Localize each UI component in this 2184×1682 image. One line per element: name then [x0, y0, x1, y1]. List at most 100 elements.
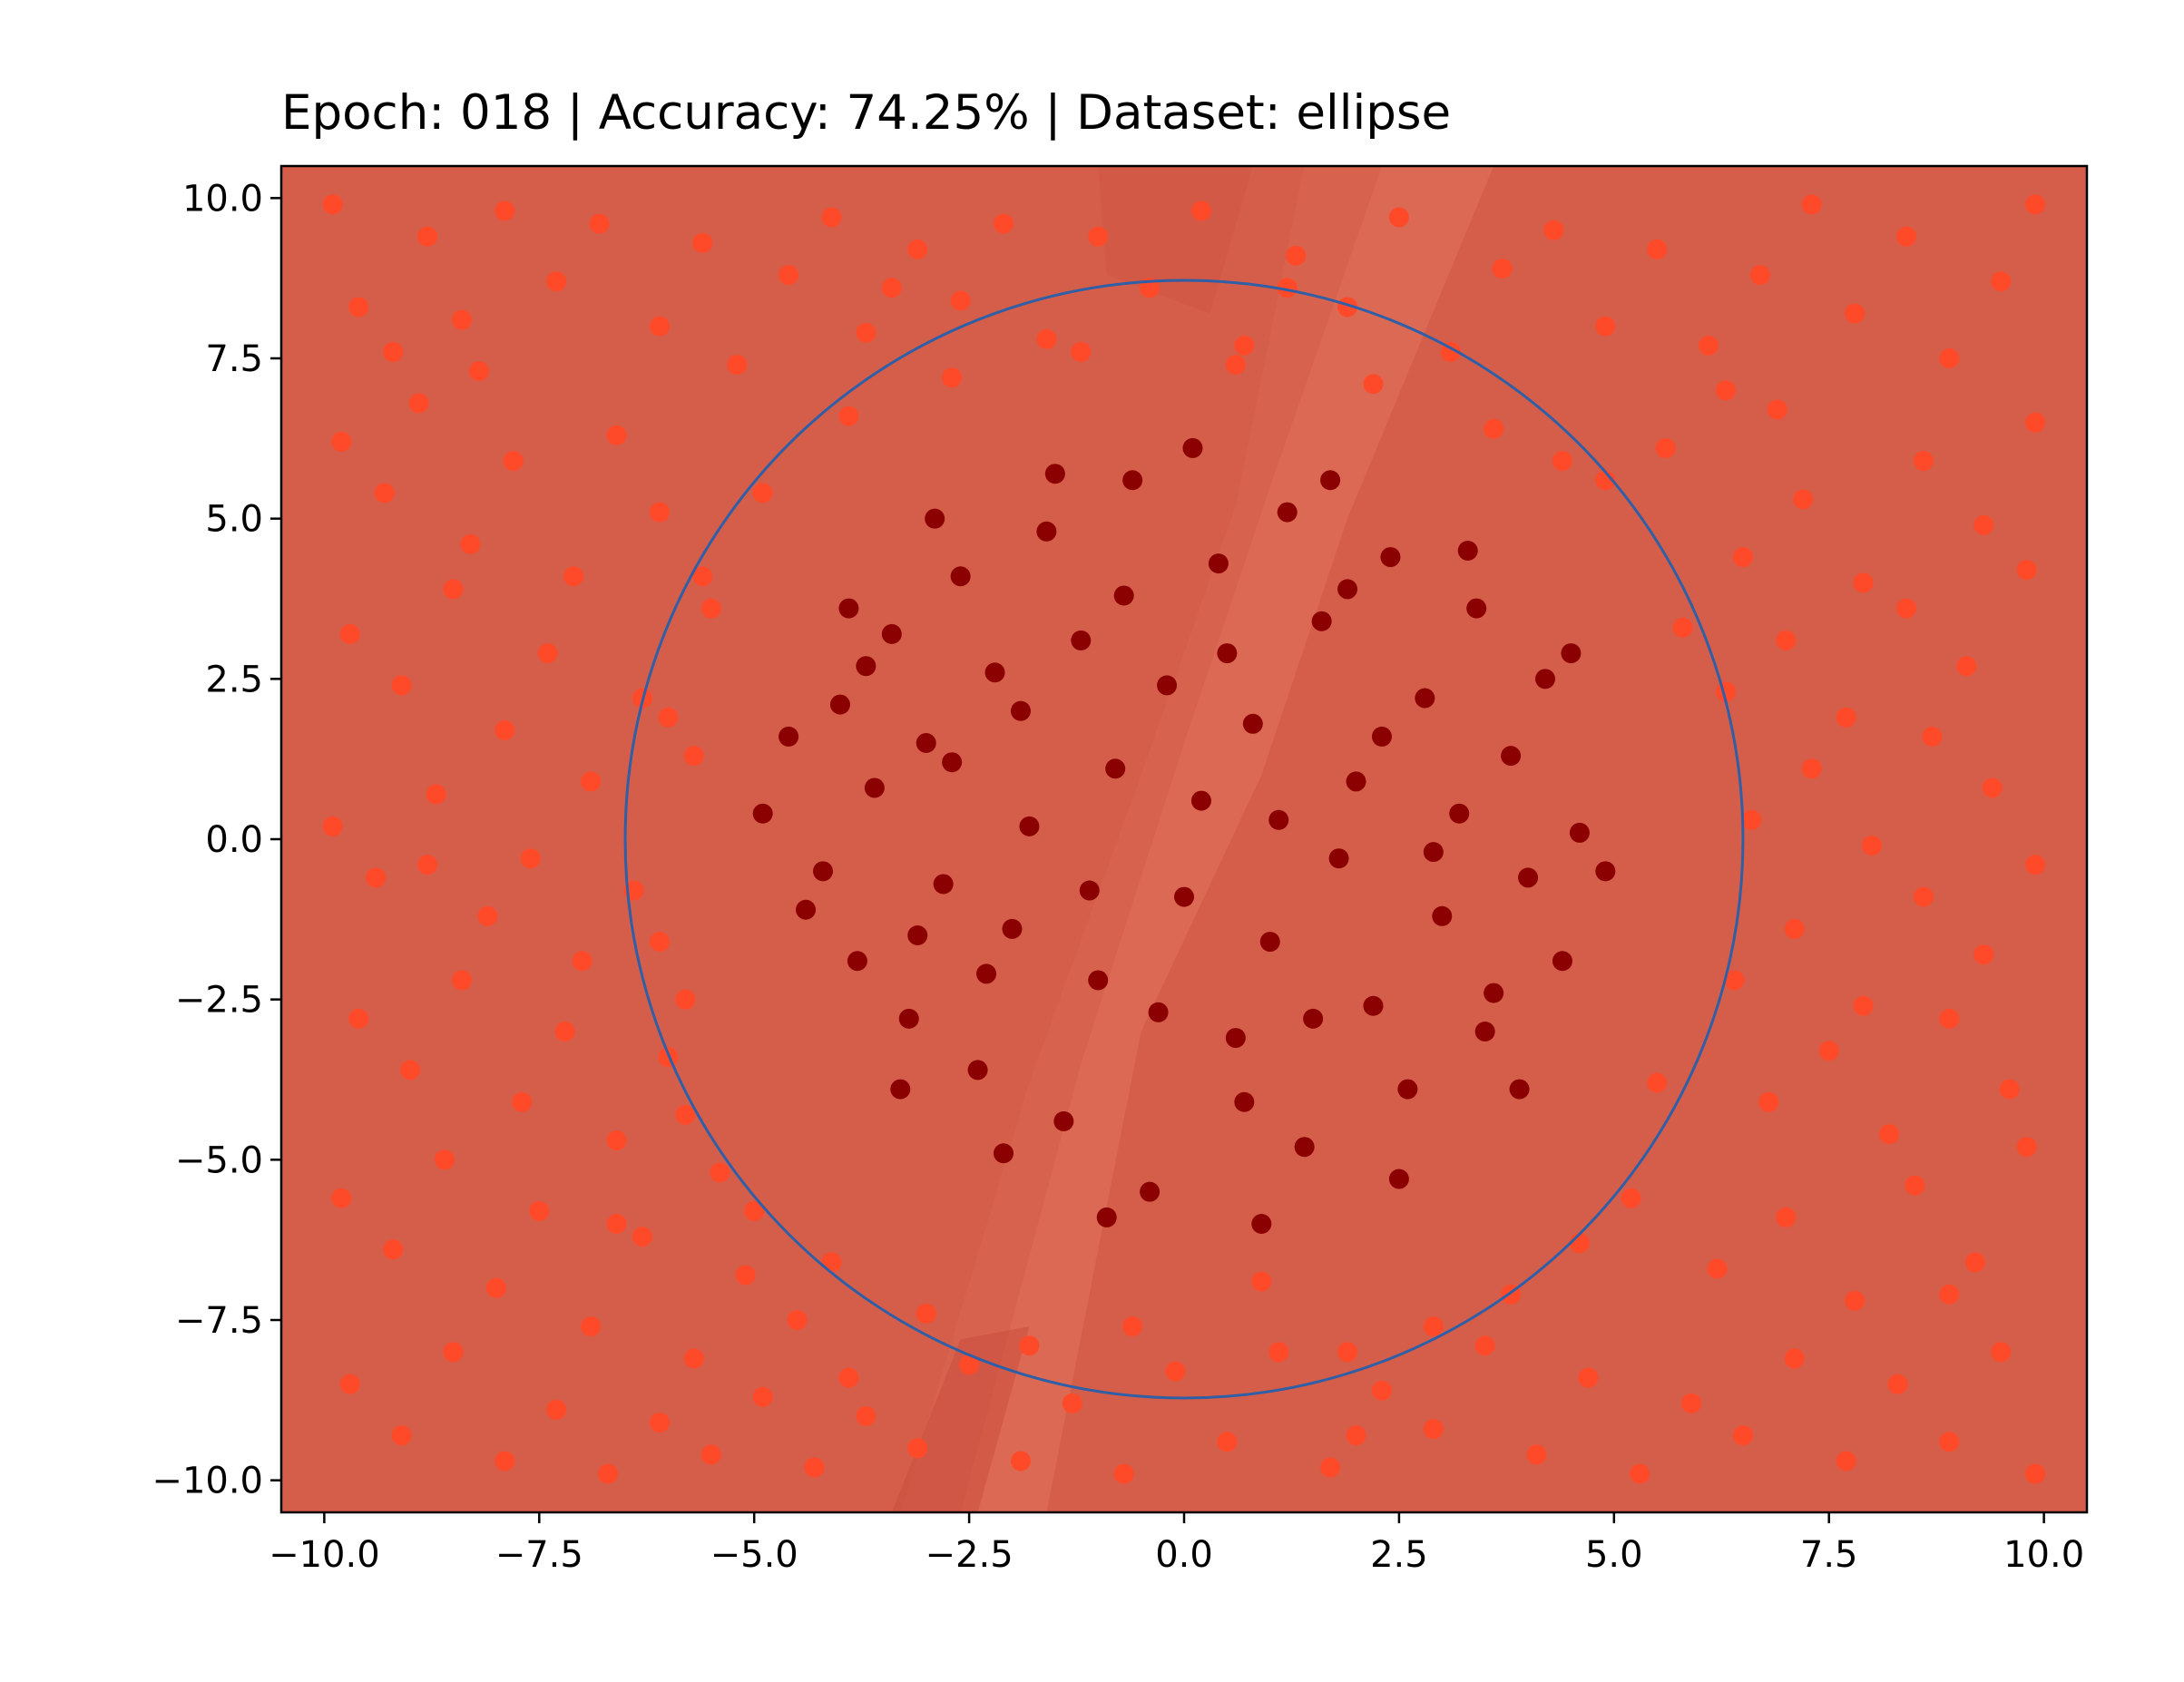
point-outside: [1526, 1444, 1547, 1465]
point-outside: [1647, 1072, 1668, 1093]
point-outside: [1346, 1425, 1366, 1446]
point-inside: [796, 899, 817, 920]
point-outside: [1225, 355, 1246, 376]
point-outside: [1320, 1457, 1341, 1478]
point-outside: [1836, 707, 1856, 728]
point-outside: [322, 194, 343, 215]
point-inside: [1388, 1169, 1409, 1189]
point-outside: [1991, 1342, 2012, 1363]
point-outside: [1088, 226, 1109, 247]
point-outside: [495, 200, 515, 221]
point-outside: [1595, 470, 1616, 491]
point-outside: [1388, 207, 1409, 228]
point-outside: [1939, 1432, 1960, 1452]
point-inside: [1552, 951, 1572, 972]
point-outside: [1922, 726, 1943, 747]
chart-title: Epoch: 018 | Accuracy: 74.25% | Dataset:…: [281, 85, 1451, 141]
point-inside: [1294, 1137, 1315, 1158]
point-outside: [1896, 226, 1916, 247]
point-outside: [529, 1200, 550, 1221]
series-inside: [752, 437, 1616, 1234]
point-outside: [452, 970, 472, 991]
point-inside: [813, 861, 833, 882]
point-outside: [348, 1008, 369, 1029]
point-inside: [856, 656, 877, 677]
point-inside: [838, 598, 859, 619]
point-outside: [1019, 1335, 1040, 1356]
point-outside: [675, 1104, 696, 1125]
point-inside: [994, 1143, 1014, 1164]
point-outside: [856, 322, 877, 343]
point-inside: [779, 726, 799, 747]
point-inside: [1251, 1214, 1272, 1234]
plot-area: [279, 164, 2089, 1514]
point-inside: [1071, 630, 1092, 650]
point-outside: [1363, 374, 1384, 395]
point-outside: [683, 746, 704, 767]
point-outside: [477, 905, 498, 926]
point-outside: [1776, 1207, 1797, 1227]
y-axis: −10.0 −7.5 −5.0 −2.5 0.0 2.5 5.0 7.5 10.0: [152, 178, 281, 1502]
point-outside: [1801, 758, 1822, 779]
point-inside: [1466, 598, 1487, 619]
point-outside: [1707, 1258, 1728, 1279]
point-inside: [1311, 611, 1332, 631]
point-outside: [1474, 1335, 1495, 1356]
point-inside: [1501, 746, 1522, 767]
point-outside: [942, 367, 963, 388]
point-outside: [1672, 617, 1693, 638]
point-outside: [649, 932, 670, 953]
point-outside: [495, 1451, 515, 1472]
x-tick-label: −2.5: [926, 1534, 1014, 1576]
point-outside: [1251, 1271, 1272, 1292]
point-outside: [1621, 1188, 1641, 1208]
point-outside: [1113, 1463, 1134, 1484]
point-outside: [1423, 1419, 1444, 1440]
point-outside: [2016, 560, 2037, 581]
point-outside: [468, 361, 489, 382]
point-outside: [1862, 836, 1883, 856]
point-outside: [1062, 1393, 1082, 1413]
point-outside: [339, 623, 360, 644]
y-tick-label: 5.0: [205, 499, 263, 541]
point-outside: [1973, 944, 1994, 965]
point-inside: [1380, 547, 1401, 568]
point-outside: [581, 1316, 602, 1337]
point-outside: [1036, 328, 1057, 349]
point-outside: [881, 278, 902, 298]
y-tick-label: −2.5: [175, 980, 263, 1022]
point-outside: [675, 989, 696, 1010]
point-outside: [1741, 809, 1762, 830]
point-outside: [692, 566, 713, 587]
point-outside: [1879, 1124, 1900, 1145]
point-inside: [1457, 541, 1478, 561]
point-inside: [1105, 758, 1126, 779]
point-outside: [1801, 194, 1822, 215]
point-outside: [1630, 1463, 1650, 1484]
point-inside: [1328, 848, 1349, 869]
point-outside: [417, 226, 438, 247]
point-outside: [710, 1162, 730, 1183]
point-outside: [383, 341, 404, 362]
point-outside: [700, 1444, 721, 1465]
point-outside: [1234, 335, 1255, 356]
point-outside: [1784, 1348, 1805, 1369]
point-outside: [916, 1303, 936, 1324]
point-inside: [1010, 700, 1031, 721]
point-outside: [787, 1310, 808, 1330]
point-outside: [606, 1130, 627, 1151]
point-inside: [967, 1060, 988, 1081]
point-inside: [1346, 771, 1366, 792]
point-outside: [1758, 1091, 1779, 1112]
point-outside: [1964, 1252, 1985, 1273]
point-inside: [1113, 585, 1134, 606]
point-outside: [1217, 1432, 1238, 1452]
point-outside: [649, 502, 670, 523]
point-inside: [907, 925, 928, 945]
boundary-circle: [623, 279, 1745, 1400]
point-outside: [1699, 335, 1719, 356]
point-outside: [1784, 918, 1805, 939]
point-outside: [700, 598, 721, 619]
point-inside: [1371, 726, 1392, 747]
